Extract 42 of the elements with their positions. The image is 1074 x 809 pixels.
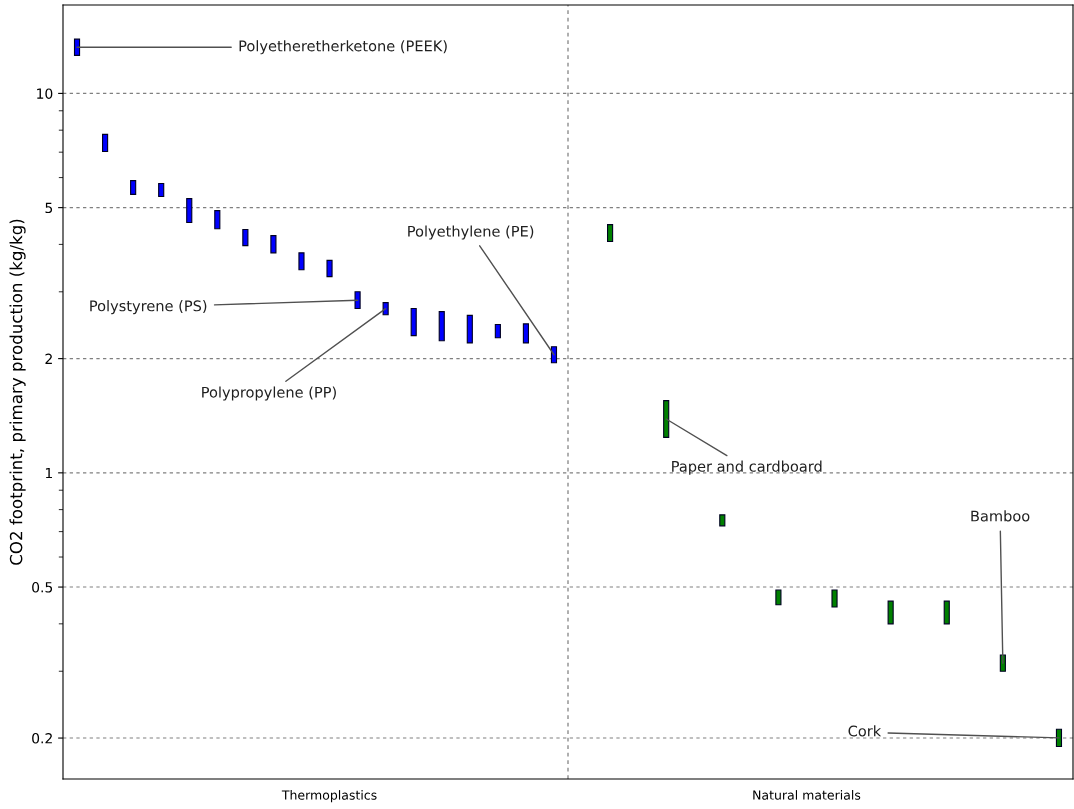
- bar: [550, 346, 558, 364]
- bar: [887, 600, 894, 625]
- bar: [186, 198, 193, 224]
- bar: [494, 323, 501, 339]
- bar: [466, 314, 473, 344]
- data-label: Polyethylene (PE): [408, 225, 534, 240]
- x-tick-label: Natural materials: [753, 790, 861, 800]
- bar: [354, 291, 361, 310]
- bar: [130, 180, 137, 195]
- bar: [102, 133, 109, 153]
- data-label: Cork: [848, 725, 882, 737]
- bar: [73, 38, 81, 56]
- data-label: Polyetheretherketone (PEEK): [239, 40, 447, 55]
- y-tick-label: 2: [45, 353, 52, 364]
- bar: [663, 400, 670, 438]
- bar: [607, 224, 614, 243]
- y-axis-title: CO2 footprint, primary production (kg/kg): [9, 219, 26, 565]
- y-tick-label: 0.2: [32, 733, 52, 744]
- bar: [438, 311, 445, 342]
- bar: [270, 235, 277, 254]
- y-tick-label: 5: [45, 202, 53, 214]
- bar: [719, 514, 726, 527]
- bar: [242, 228, 249, 247]
- bar: [522, 323, 529, 344]
- data-label: Polypropylene (PP): [202, 386, 336, 401]
- bar: [382, 302, 389, 316]
- bar: [298, 252, 305, 271]
- bar: [326, 259, 333, 278]
- y-tick-label: 1: [45, 467, 52, 479]
- bar: [1055, 728, 1063, 748]
- bar: [410, 308, 417, 337]
- data-label: Bamboo: [971, 510, 1030, 522]
- bar: [775, 589, 782, 606]
- bar: [943, 600, 950, 625]
- bar: [831, 589, 838, 608]
- bar: [158, 182, 165, 198]
- y-tick-label: 0.5: [32, 582, 53, 593]
- bar: [214, 210, 221, 230]
- data-label: Paper and cardboard: [672, 460, 822, 475]
- data-label: Polystyrene (PS): [90, 300, 207, 315]
- y-tick-label: 10: [37, 88, 53, 99]
- x-tick-label: Thermoplastics: [281, 790, 377, 803]
